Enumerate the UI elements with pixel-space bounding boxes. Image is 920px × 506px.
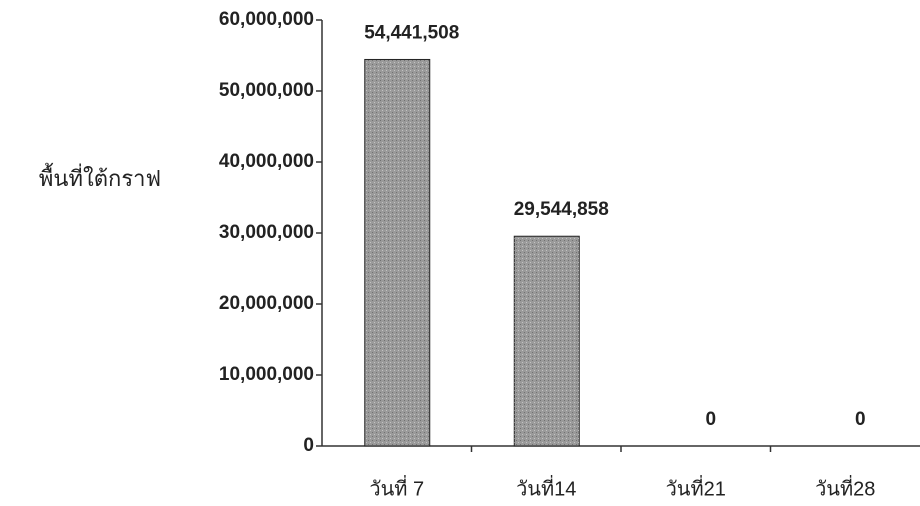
- value-label: 0: [855, 409, 866, 430]
- x-tick-label: วันที่14: [516, 474, 576, 500]
- bar-texture: [514, 236, 580, 446]
- y-tick-label: 40,000,000: [219, 151, 314, 172]
- value-label: 54,441,508: [364, 22, 459, 43]
- y-tick-label: 60,000,000: [219, 9, 314, 30]
- value-label: 0: [705, 409, 716, 430]
- y-tick-label: 0: [303, 435, 314, 456]
- y-tick-label: 30,000,000: [219, 222, 314, 243]
- x-tick-label: วันที่28: [815, 474, 875, 500]
- y-tick-label: 20,000,000: [219, 293, 314, 314]
- x-tick-label: วันที่21: [666, 474, 726, 500]
- bar-texture: [364, 59, 430, 446]
- x-tick-label: วันที่ 7: [369, 474, 424, 500]
- value-label: 29,544,858: [514, 199, 609, 220]
- y-axis-label: พื้นที่ใต้กราฟ: [39, 163, 161, 191]
- y-tick-label: 50,000,000: [219, 80, 314, 101]
- y-tick-label: 10,000,000: [219, 364, 314, 385]
